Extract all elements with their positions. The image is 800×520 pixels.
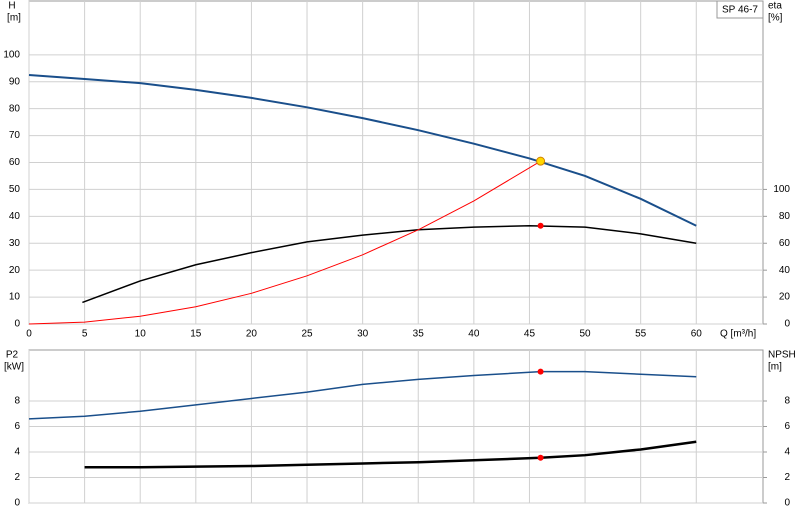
x-tick-label: 5 [82,329,88,340]
y-tick-label: 90 [9,76,21,87]
y-tick-label: 10 [9,292,21,303]
x-tick-label: 30 [357,329,369,340]
y2-tick-label: 60 [779,238,791,249]
y-tick-label: 0 [14,498,20,509]
y2-tick-label: 20 [779,292,791,303]
y2-tick-label: 0 [784,319,790,330]
y-tick-label: 70 [9,130,21,141]
series-line [28,370,697,420]
y-axis-label: H [8,1,15,12]
y-tick-label: 8 [14,396,20,407]
y2-axis-unit: [m] [768,362,782,373]
series-line [84,440,697,469]
y-tick-label: 100 [3,49,20,60]
operating-point [537,368,544,375]
y-tick-label: 80 [9,103,21,114]
series-line [82,225,697,304]
x-tick-label: 0 [26,329,32,340]
x-tick-label: 45 [524,329,536,340]
y2-tick-label: 100 [773,184,790,195]
y-tick-label: 0 [14,319,20,330]
x-tick-label: 60 [691,329,703,340]
y-tick-label: 50 [9,184,21,195]
y-axis-unit: [kW] [4,362,24,373]
y-tick-label: 6 [14,421,20,432]
y2-axis-unit: [%] [768,13,783,24]
series-line [28,160,541,325]
x-tick-label: 40 [468,329,480,340]
x-tick-label: 55 [635,329,647,340]
y2-tick-label: 2 [784,472,790,483]
y2-tick-label: 6 [784,421,790,432]
x-tick-label: 15 [190,329,202,340]
y-axis-label: P2 [6,350,19,361]
y2-tick-label: 80 [779,211,791,222]
y2-tick-label: 0 [784,498,790,509]
title-box [716,0,764,19]
y-tick-label: 4 [14,447,20,458]
operating-point [537,454,544,461]
y-tick-label: 20 [9,265,21,276]
chart-title: SP 46-7 [722,5,758,16]
operating-point [537,222,544,229]
x-tick-label: 50 [579,329,591,340]
x-tick-label: 20 [246,329,258,340]
x-tick-label: 10 [135,329,147,340]
y2-axis-label: NPSH [768,350,796,361]
y-axis-unit: [m] [7,13,21,24]
series-line [28,74,697,227]
y2-tick-label: 8 [784,396,790,407]
y2-tick-label: 40 [779,265,791,276]
x-axis-label: Q [m³/h] [720,329,756,340]
y2-axis-label: eta [768,1,782,12]
operating-point [536,156,546,166]
y-tick-label: 2 [14,472,20,483]
y-tick-label: 60 [9,157,21,168]
y2-tick-label: 4 [784,447,790,458]
y-tick-label: 40 [9,211,21,222]
x-tick-label: 35 [413,329,425,340]
x-tick-label: 25 [301,329,313,340]
y-tick-label: 30 [9,238,21,249]
